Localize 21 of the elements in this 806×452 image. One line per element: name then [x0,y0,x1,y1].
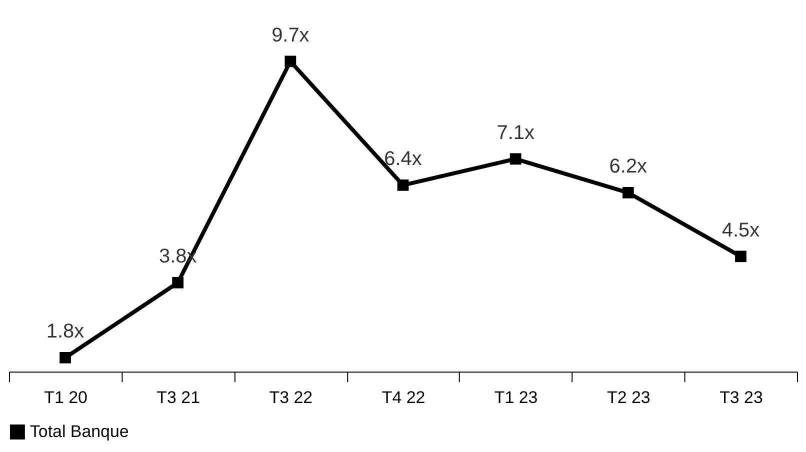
point [735,250,746,262]
data-label: 7.1x [496,122,534,144]
point [60,352,71,364]
x-tick-label: T4 22 [382,388,426,408]
point [510,153,522,165]
x-tick-label: T1 23 [494,388,538,408]
x-tick-label: T2 23 [607,388,650,408]
data-label: 6.2x [609,156,648,178]
point [284,56,296,68]
point [397,179,409,191]
x-tick-label: T3 21 [156,388,200,408]
data-label: 6.4x [384,148,422,170]
point [172,276,184,288]
x-tick-label: T3 23 [720,388,763,408]
data-label: 1.8x [46,320,84,343]
x-tick-label: T1 20 [44,388,88,408]
data-label: 4.5x [722,219,760,242]
legend-label: Total Banque [30,422,129,441]
data-label: 9.7x [272,24,310,46]
point [622,186,634,198]
x-tick-label: T3 22 [269,388,313,408]
